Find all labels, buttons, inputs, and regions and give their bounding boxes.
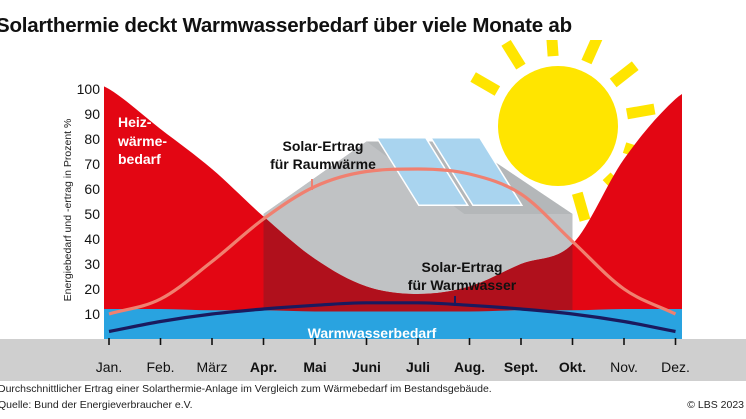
y-tick-label: 30 (84, 256, 100, 272)
y-tick-label: 100 (77, 81, 101, 97)
x-tick-label: Jan. (96, 359, 122, 375)
x-tick-label: Sept. (504, 359, 538, 375)
x-tick-label: Feb. (146, 359, 174, 375)
copyright: © LBS 2023 (687, 399, 744, 411)
x-tick-label: Juli (406, 359, 430, 375)
sun-ray (501, 40, 526, 70)
x-tick-label: Nov. (610, 359, 638, 375)
sun-icon (470, 40, 656, 222)
sun-ray (581, 40, 603, 65)
raumwaerme-annotation: Solar-Ertrag (283, 138, 364, 154)
source-note: Quelle: Bund der Energieverbraucher e.V. (0, 399, 193, 411)
plot-area (104, 40, 682, 339)
solar-panel (375, 137, 470, 206)
sun-ray (546, 40, 559, 57)
x-tick-label: März (196, 359, 227, 375)
y-tick-label: 10 (84, 306, 100, 322)
warmwasser-annotation: Solar-Ertrag (422, 259, 503, 275)
x-tick-label: Aug. (454, 359, 485, 375)
solar-warmwasser-line (108, 301, 676, 334)
sun-ray (609, 61, 639, 88)
footnote: Durchschnittlicher Ertrag einer Solarthe… (0, 383, 492, 395)
y-tick-label: 70 (84, 156, 100, 172)
y-tick-label: 50 (84, 206, 100, 222)
y-tick-label: 60 (84, 181, 100, 197)
solar-raumwaerme-line (108, 167, 677, 316)
heat-demand-annotation: wärme- (117, 133, 167, 149)
solar-panel-icon (375, 137, 524, 206)
sun-ray (572, 191, 591, 222)
sun-ray (470, 72, 501, 96)
chart-title: Solarthermie deckt Warmwasserbedarf über… (0, 14, 572, 37)
y-tick-label: 20 (84, 281, 100, 297)
y-tick-label: 80 (84, 131, 100, 147)
sun-ray (625, 103, 656, 120)
x-tick-label: Okt. (559, 359, 586, 375)
solar-panel (429, 137, 524, 206)
x-tick-label: Juni (352, 359, 381, 375)
x-tick-label: Apr. (250, 359, 277, 375)
heat-demand-annotation: Heiz- (118, 114, 152, 130)
warmwasser-annotation: für Warmwasser (408, 277, 517, 293)
y-axis-label: Energiebedarf und -ertrag in Prozent % (62, 118, 74, 302)
raumwaerme-annotation: für Raumwärme (270, 156, 376, 172)
x-tick-label: Dez. (661, 359, 690, 375)
hot-water-annotation: Warmwasserbedarf (308, 325, 437, 341)
heat-demand-annotation: bedarf (118, 151, 161, 167)
y-tick-label: 40 (84, 231, 100, 247)
sun-disc (498, 66, 618, 186)
y-tick-label: 90 (84, 106, 100, 122)
hot-water-demand-area (104, 309, 682, 339)
ground-band (0, 339, 746, 381)
x-tick-label: Mai (303, 359, 326, 375)
